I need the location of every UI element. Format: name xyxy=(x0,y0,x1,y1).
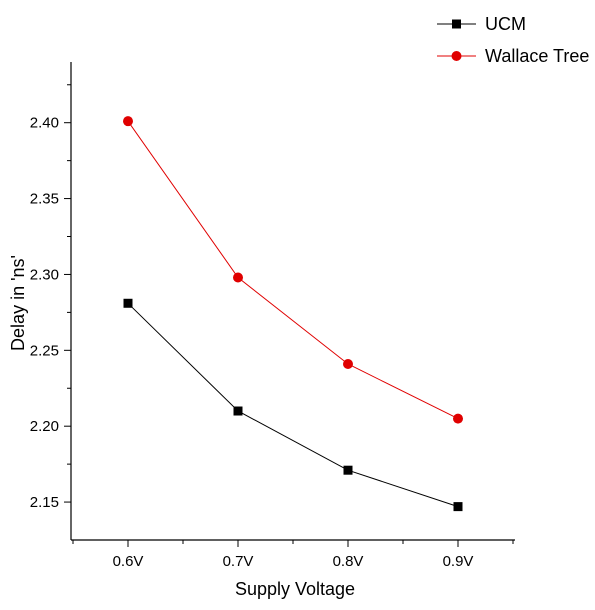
data-point xyxy=(233,272,243,283)
series-wallace-tree xyxy=(123,116,463,424)
y-tick-label: 2.30 xyxy=(30,266,59,283)
series-line xyxy=(127,302,459,508)
x-tick-label: 0.9V xyxy=(443,553,474,570)
legend-item: Wallace Tree xyxy=(437,46,589,66)
data-point xyxy=(123,116,133,127)
y-tick-label: 2.35 xyxy=(30,191,59,208)
data-point xyxy=(123,298,133,308)
y-tick-label: 2.25 xyxy=(30,342,59,359)
x-tick-label: 0.8V xyxy=(333,553,364,570)
legend-swatch-marker xyxy=(452,19,461,29)
chart-axes xyxy=(70,62,515,541)
data-point xyxy=(453,502,463,512)
data-point xyxy=(343,358,353,369)
data-point xyxy=(233,406,243,416)
data-point xyxy=(453,413,463,424)
y-axis-title: Delay in 'ns' xyxy=(8,255,28,351)
y-tick-label: 2.20 xyxy=(30,418,59,435)
data-point xyxy=(343,465,353,475)
series-ucm xyxy=(123,298,463,512)
legend-swatch-marker xyxy=(451,51,462,61)
x-axis-title: Supply Voltage xyxy=(235,579,355,599)
y-tick-label: 2.15 xyxy=(30,494,59,511)
legend-label: Wallace Tree xyxy=(485,46,589,66)
series-line xyxy=(127,120,459,420)
legend-label: UCM xyxy=(485,14,526,34)
chart-legend: UCM Wallace Tree xyxy=(437,14,589,66)
chart-series xyxy=(123,116,463,512)
chart-ticks: 2.15 2.20 2.25 2.30 2.35 2.40 0.6V 0.7V 0.8V 0.9V xyxy=(30,84,514,570)
legend-item: UCM xyxy=(437,14,526,34)
y-tick-label: 2.40 xyxy=(30,115,59,132)
x-tick-label: 0.6V xyxy=(113,553,144,570)
x-tick-label: 0.7V xyxy=(223,553,254,570)
